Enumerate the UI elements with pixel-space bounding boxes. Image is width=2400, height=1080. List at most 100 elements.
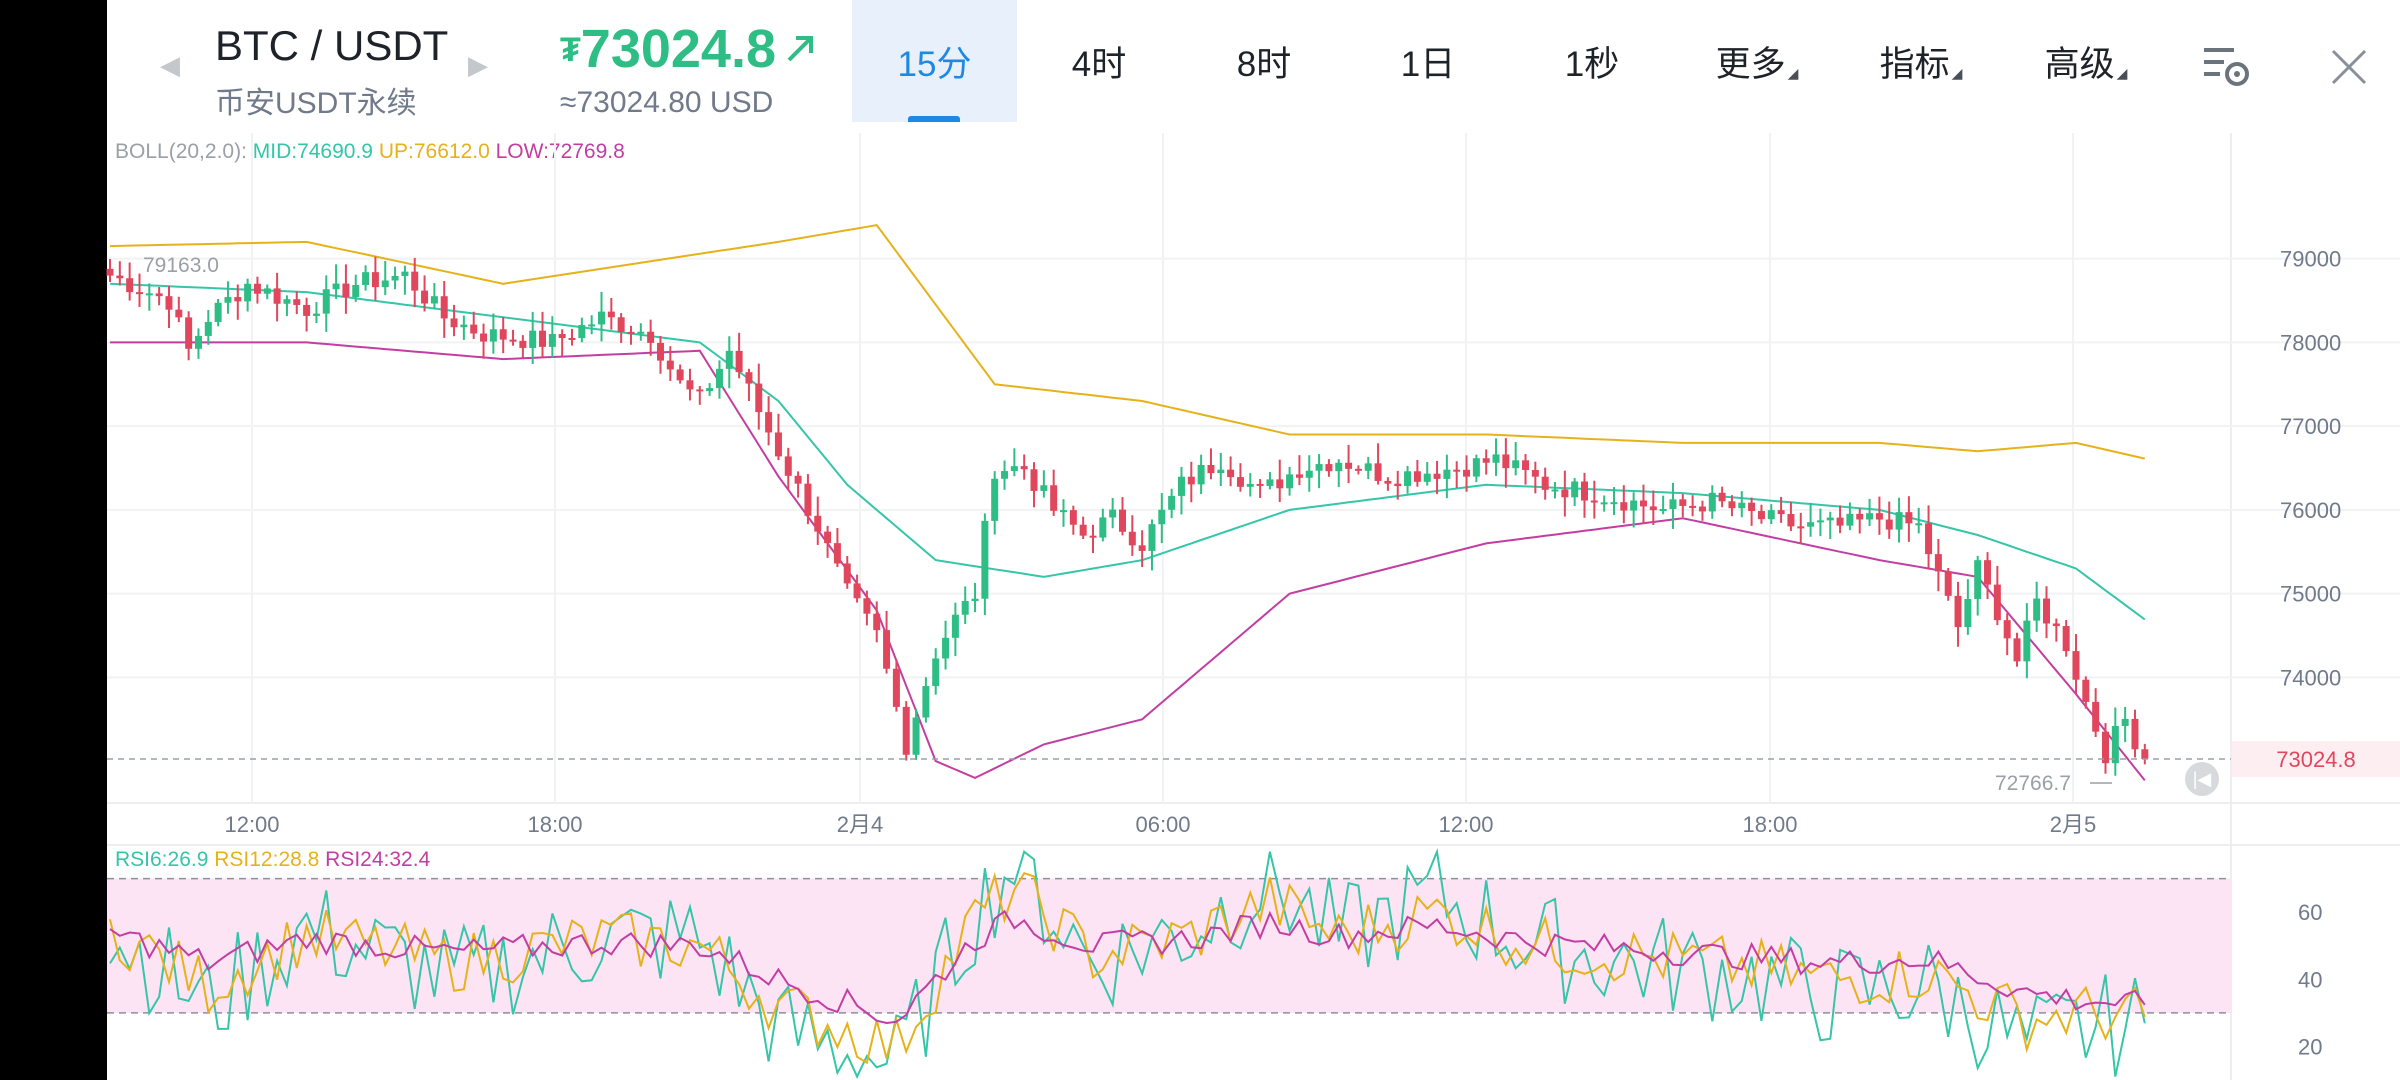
candle-body xyxy=(607,311,615,318)
candle-body xyxy=(1345,462,1353,469)
rsi-y-tick-label: 20 xyxy=(2298,1034,2322,1059)
candle-body xyxy=(1423,473,1431,482)
tab-6[interactable]: 更多 ◢ xyxy=(1675,0,1839,122)
candle-body xyxy=(588,324,596,327)
boll-legend-low: LOW:72769.8 xyxy=(495,140,625,163)
candle-body xyxy=(1816,520,1824,523)
candle-body xyxy=(735,350,743,373)
candle-body xyxy=(480,333,488,342)
candle-body xyxy=(2131,718,2139,750)
candle-body xyxy=(1541,476,1549,490)
candle-body xyxy=(1581,481,1588,501)
candle-body xyxy=(1590,500,1598,503)
close-icon[interactable] xyxy=(2330,48,2368,86)
tab-active-indicator xyxy=(908,116,960,122)
tab-label: 更多 xyxy=(1715,44,1786,84)
candle-body xyxy=(1482,458,1490,463)
candle-body xyxy=(1895,512,1903,530)
candle-body xyxy=(696,389,704,392)
candle-body xyxy=(932,658,940,687)
candle-body xyxy=(1659,509,1667,512)
tab-3[interactable]: 8时 xyxy=(1182,0,1346,122)
candle-body xyxy=(1433,473,1441,479)
prev-pair-arrow-icon[interactable]: ◀ xyxy=(160,50,180,80)
candle-body xyxy=(1060,510,1068,513)
boll-lower-line xyxy=(110,341,2146,782)
tab-label: 1秒 xyxy=(1564,44,1620,84)
tab-4[interactable]: 1日 xyxy=(1346,0,1510,122)
candle-body xyxy=(647,331,655,343)
candle-body xyxy=(1118,509,1126,532)
candle-body xyxy=(1826,517,1834,521)
candle-body xyxy=(1177,476,1185,496)
high-price-marker: 79163.0 xyxy=(143,254,219,277)
candle-body xyxy=(755,383,763,413)
candle-body xyxy=(558,334,566,338)
candle-body xyxy=(922,686,930,718)
candle-body xyxy=(873,613,881,631)
candle-body xyxy=(706,388,714,392)
candle-body xyxy=(1010,466,1018,472)
boll-legend: BOLL(20,2.0): MID:74690.9 UP:76612.0 LOW… xyxy=(115,140,625,164)
candle-body xyxy=(1335,462,1343,472)
candle-body xyxy=(824,531,832,544)
candle-body xyxy=(253,283,261,294)
candle-body xyxy=(1620,502,1628,511)
candle-body xyxy=(568,337,576,340)
candle-body xyxy=(1846,513,1854,526)
candle-body xyxy=(2003,620,2011,639)
candle-body xyxy=(185,317,193,349)
tab-1[interactable]: 15分 xyxy=(852,0,1017,122)
chart-settings-icon[interactable] xyxy=(2200,44,2252,90)
rsi-y-tick-label: 60 xyxy=(2298,900,2322,925)
candle-body xyxy=(1777,510,1785,515)
candle-body xyxy=(981,520,989,599)
candle-body xyxy=(745,372,753,384)
candle-body xyxy=(1030,469,1038,491)
candle-body xyxy=(234,297,242,302)
candle-body xyxy=(1639,500,1647,507)
candle-body xyxy=(1325,464,1333,472)
scroll-to-latest-icon[interactable]: |◀ xyxy=(2185,762,2219,796)
x-tick-label: 06:00 xyxy=(1135,812,1190,837)
candle-body xyxy=(784,456,792,476)
candle-body xyxy=(460,324,468,328)
candle-body xyxy=(1807,522,1815,527)
candle-body xyxy=(293,299,301,305)
candle-body xyxy=(539,330,547,347)
candle-body xyxy=(1669,499,1677,510)
candle-body xyxy=(656,342,664,361)
price-usd: ≈73024.80 USD xyxy=(560,86,774,119)
candle-body xyxy=(430,296,438,304)
candle-body xyxy=(1757,511,1765,520)
pair-title[interactable]: BTC / USDT xyxy=(215,22,449,69)
next-pair-arrow-icon[interactable]: ▶ xyxy=(468,50,488,80)
candle-body xyxy=(1256,483,1264,486)
candle-body xyxy=(1630,500,1638,511)
candle-body xyxy=(391,275,399,281)
candle-body xyxy=(401,271,409,276)
candle-body xyxy=(853,583,861,599)
candle-body xyxy=(1610,502,1618,505)
tab-8[interactable]: 高级 ◢ xyxy=(2004,0,2168,122)
candle-body xyxy=(814,515,822,532)
tab-7[interactable]: 指标 ◢ xyxy=(1839,0,2003,122)
candle-body xyxy=(1305,470,1313,478)
market-name: 币安USDT永续 xyxy=(215,87,417,120)
candle-body xyxy=(2013,638,2021,662)
candle-body xyxy=(411,271,419,291)
tab-2[interactable]: 4时 xyxy=(1017,0,1181,122)
candle-body xyxy=(1885,519,1893,530)
candle-body xyxy=(1236,477,1244,487)
candle-body xyxy=(1453,469,1461,472)
tab-label: 8时 xyxy=(1236,44,1292,84)
y-tick-label: 76000 xyxy=(2280,498,2341,523)
candle-body xyxy=(676,369,684,381)
candle-body xyxy=(1040,485,1048,491)
candle-body xyxy=(1944,571,1952,596)
candle-body xyxy=(2033,598,2041,621)
tab-5[interactable]: 1秒 xyxy=(1510,0,1674,122)
candle-body xyxy=(450,318,458,328)
trend-up-arrow-icon xyxy=(787,36,813,62)
